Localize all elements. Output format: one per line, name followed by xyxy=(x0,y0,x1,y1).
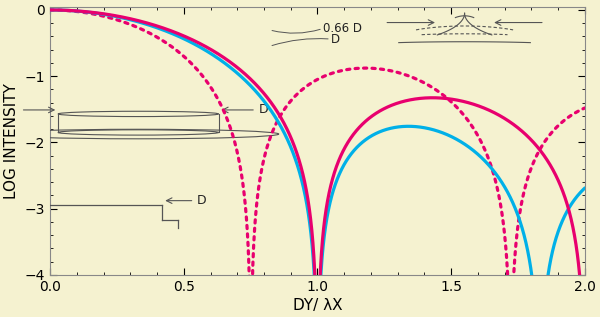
Y-axis label: LOG INTENSITY: LOG INTENSITY xyxy=(4,83,19,199)
X-axis label: DY/ λX: DY/ λX xyxy=(293,298,343,313)
Text: D: D xyxy=(331,33,340,46)
Text: D: D xyxy=(259,103,268,116)
Text: D: D xyxy=(197,194,207,207)
Text: 0.66 D: 0.66 D xyxy=(323,22,362,35)
